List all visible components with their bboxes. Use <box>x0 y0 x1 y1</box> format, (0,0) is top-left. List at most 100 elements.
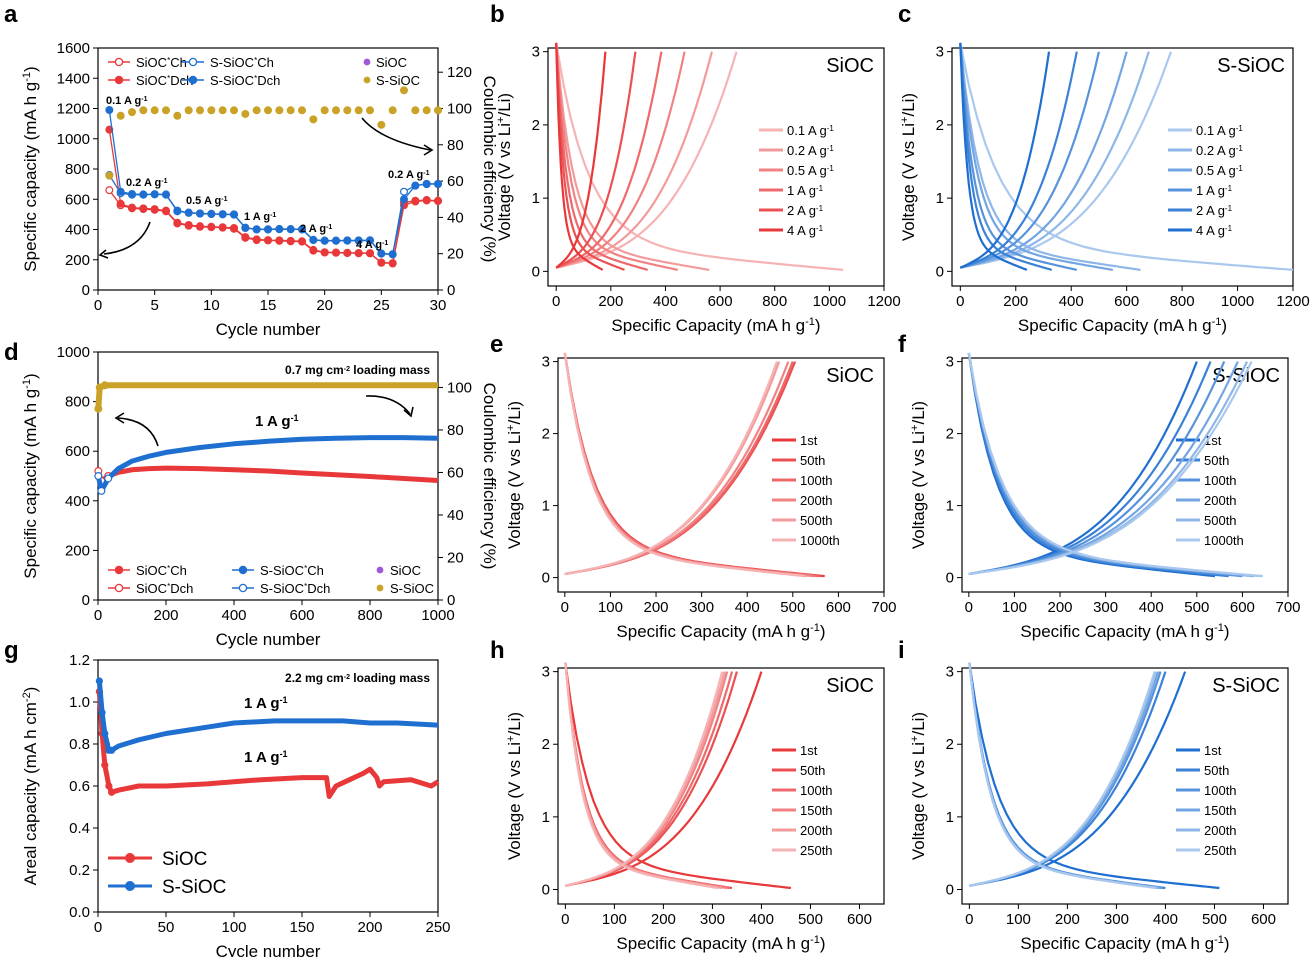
legend-label: S-SiOC <box>162 877 226 898</box>
series-50th: 50th <box>563 352 825 578</box>
series-band <box>96 680 439 753</box>
chart-title: SiOC <box>826 365 874 387</box>
legend-label: SiOC <box>162 849 207 870</box>
series-200th: 200th <box>563 352 833 578</box>
rate-label: 2 A g-1 <box>300 223 332 235</box>
data-point <box>309 115 318 124</box>
panel-c: c 0 200 400 600 800 1000 1200 0 1 2 3 Specific Capac… <box>898 1 1310 335</box>
series-150th: 150th <box>968 662 1237 890</box>
legend-label: SiOC <box>390 563 421 578</box>
data-point <box>105 106 114 115</box>
legend-label: S-SiOC*Dch <box>210 73 280 88</box>
y-tick-label: 0 <box>946 881 954 898</box>
x-tick-label: 400 <box>1059 293 1084 310</box>
data-point <box>241 223 250 232</box>
y-tick-label: 2 <box>532 117 540 134</box>
discharge-curve <box>959 42 1113 271</box>
data-point <box>320 248 329 257</box>
x-axis-label: Specific Capacity (mA h g-1) <box>1018 316 1227 335</box>
data-point <box>354 248 363 257</box>
legend-label: SiOC*Dch <box>136 581 193 596</box>
arrowhead <box>423 144 434 156</box>
x-tick-label: 200 <box>598 293 623 310</box>
data-point <box>207 222 216 231</box>
series-SiOC-capacity <box>94 465 439 485</box>
y-axis-label: Voltage (V vs Li+/Li) <box>505 401 524 549</box>
legend-label: 1 A g-1 <box>787 183 824 198</box>
discharge-curve <box>564 662 718 890</box>
y-tick-label: 400 <box>65 222 90 239</box>
x-tick-label: 400 <box>749 911 774 928</box>
data-point <box>422 179 431 188</box>
series-S-SiOC <box>95 677 439 754</box>
y2-tick-label: 80 <box>447 137 464 154</box>
y-tick-label: 0 <box>542 881 550 898</box>
y-axis-label: Voltage (V vs Li+/Li) <box>909 712 928 860</box>
discharge-curve <box>555 42 710 271</box>
y-tick-label: 2 <box>946 736 954 753</box>
legend-label: S-SiOC*Ch <box>260 563 324 578</box>
data-point <box>116 187 125 196</box>
data-point <box>354 236 363 245</box>
legend-label: 1st <box>800 433 818 448</box>
x-tick-label: 1000 <box>813 293 846 310</box>
legend-label: 0.1 A g-1 <box>787 123 834 138</box>
data-point <box>218 223 227 232</box>
discharge-curve <box>555 42 625 271</box>
legend-marker <box>376 566 384 574</box>
arrowhead <box>98 249 109 259</box>
arrowhead <box>403 406 414 418</box>
legend-label: 250th <box>1204 843 1237 858</box>
legend: SiOC S-SiOC <box>108 849 226 898</box>
y-tick-label: 0.6 <box>69 778 90 795</box>
rate-label: 1 A g-1 <box>244 749 288 766</box>
x-tick-label: 800 <box>357 607 382 624</box>
data-point <box>139 190 148 199</box>
x-tick-label: 800 <box>762 293 787 310</box>
legend-label: SiOC*Ch <box>136 563 187 578</box>
x-tick-label: 100 <box>1002 599 1027 616</box>
y-tick-label: 3 <box>936 44 944 61</box>
data-point <box>184 208 193 217</box>
y-tick-label: 1200 <box>57 101 90 118</box>
panel-letter: e <box>490 331 503 358</box>
legend-marker <box>363 58 371 66</box>
data-point <box>377 120 386 129</box>
legend-label: 2 A g-1 <box>1196 203 1233 218</box>
legend-label: 250th <box>800 843 833 858</box>
discharge-curve <box>968 662 1156 890</box>
charge-curve <box>555 51 713 269</box>
rate-label: 0.1 A g-1 <box>106 95 148 107</box>
discharge-curve <box>959 42 1053 271</box>
legend-marker <box>114 75 124 85</box>
legend-marker <box>376 584 384 592</box>
data-point <box>128 189 137 198</box>
series-S-SiOC-Dch <box>105 106 443 259</box>
y-axis-label: Specific capacity (mA h g-1) <box>21 373 40 578</box>
chart-title: SiOC <box>826 675 874 697</box>
x-tick-label: 600 <box>289 607 314 624</box>
series-200th: 200th <box>968 662 1237 890</box>
series-S-SiOC <box>105 86 443 180</box>
charge-curve <box>564 361 794 576</box>
data-point <box>434 197 443 206</box>
x-tick-label: 300 <box>689 599 714 616</box>
legend-marker <box>238 583 248 593</box>
y-tick-label: 2 <box>542 736 550 753</box>
discharge-curve <box>563 352 819 578</box>
x-tick-label: 500 <box>1202 911 1227 928</box>
y-tick-label: 600 <box>65 443 90 460</box>
x-tick-label: 500 <box>798 911 823 928</box>
series-0-5-A-g-1: 0.5 A g-1 <box>555 42 834 271</box>
data-point <box>162 206 171 215</box>
data-point <box>128 203 137 212</box>
rate-label: 0.2 A g-1 <box>126 177 168 189</box>
data-point <box>343 248 352 257</box>
data-point <box>105 186 114 195</box>
x-tick-label: 400 <box>653 293 678 310</box>
chart-title: SiOC <box>826 55 874 77</box>
panel-i: i 0 100 200 300 400 500 600 0 1 2 3 Specific Capacit… <box>898 637 1289 953</box>
y-tick-label: 0 <box>542 570 550 587</box>
loading-annotation: 2.2 mg cm-2 loading mass <box>285 671 430 685</box>
y-tick-label: 200 <box>65 542 90 559</box>
